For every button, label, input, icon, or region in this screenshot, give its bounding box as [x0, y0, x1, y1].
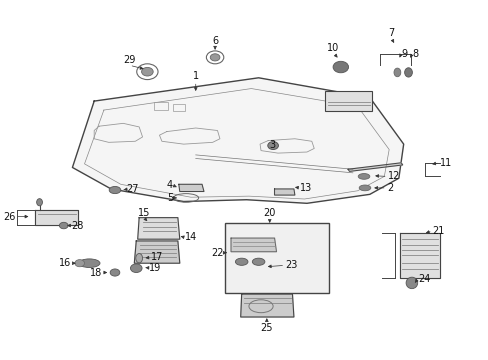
- Text: 22: 22: [210, 248, 223, 258]
- Ellipse shape: [110, 269, 120, 276]
- Bar: [173, 104, 185, 111]
- Polygon shape: [230, 238, 276, 252]
- Text: 29: 29: [123, 55, 135, 65]
- Bar: [224, 223, 328, 293]
- Ellipse shape: [393, 68, 400, 77]
- Ellipse shape: [359, 185, 370, 191]
- Text: 5: 5: [166, 193, 173, 203]
- Text: 28: 28: [71, 221, 83, 230]
- Text: 2: 2: [386, 183, 392, 193]
- Ellipse shape: [59, 222, 68, 229]
- Ellipse shape: [75, 260, 84, 267]
- Text: 14: 14: [184, 232, 197, 242]
- Polygon shape: [35, 211, 78, 225]
- Text: 1: 1: [192, 71, 199, 81]
- Text: 20: 20: [263, 208, 275, 218]
- Ellipse shape: [130, 264, 142, 273]
- Text: 8: 8: [411, 49, 418, 59]
- Polygon shape: [274, 189, 294, 195]
- Ellipse shape: [358, 174, 369, 179]
- Ellipse shape: [142, 67, 153, 76]
- Polygon shape: [72, 78, 403, 203]
- Text: 17: 17: [150, 252, 163, 262]
- Text: 27: 27: [126, 184, 139, 194]
- Polygon shape: [347, 163, 402, 171]
- Polygon shape: [138, 218, 180, 239]
- Ellipse shape: [235, 258, 247, 265]
- Ellipse shape: [267, 141, 278, 149]
- Text: 6: 6: [212, 36, 218, 45]
- Text: 15: 15: [138, 208, 150, 218]
- Bar: [153, 102, 168, 110]
- Ellipse shape: [332, 61, 348, 73]
- Polygon shape: [240, 294, 293, 317]
- Ellipse shape: [109, 186, 121, 194]
- Ellipse shape: [37, 199, 42, 206]
- Text: 18: 18: [90, 267, 102, 278]
- Text: 3: 3: [269, 140, 275, 150]
- Polygon shape: [134, 241, 180, 263]
- Ellipse shape: [210, 54, 220, 61]
- Text: 12: 12: [387, 171, 399, 181]
- Ellipse shape: [252, 258, 264, 265]
- Ellipse shape: [404, 68, 411, 77]
- Text: 10: 10: [327, 43, 339, 53]
- Polygon shape: [179, 184, 203, 192]
- Text: 26: 26: [3, 212, 15, 221]
- Text: 7: 7: [387, 28, 394, 39]
- Bar: [324, 91, 371, 111]
- Ellipse shape: [405, 277, 417, 289]
- Text: 4: 4: [166, 180, 173, 190]
- Ellipse shape: [79, 259, 100, 267]
- Text: 9: 9: [401, 49, 407, 59]
- Text: 23: 23: [285, 260, 297, 270]
- Text: 11: 11: [439, 158, 451, 168]
- Text: 25: 25: [260, 323, 272, 333]
- Text: 16: 16: [59, 258, 71, 268]
- Text: 19: 19: [148, 263, 161, 273]
- Text: 13: 13: [299, 183, 311, 193]
- Polygon shape: [400, 233, 439, 278]
- Text: 24: 24: [417, 274, 429, 284]
- Text: 21: 21: [432, 226, 444, 236]
- Ellipse shape: [136, 253, 142, 263]
